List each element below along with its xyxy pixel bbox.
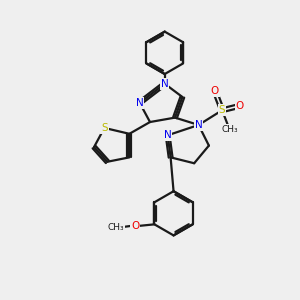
Text: CH₃: CH₃ [108, 223, 124, 232]
Text: N: N [161, 79, 169, 89]
Text: O: O [211, 86, 219, 96]
Text: CH₃: CH₃ [221, 125, 238, 134]
Text: O: O [236, 101, 244, 111]
Text: S: S [101, 123, 108, 133]
Text: N: N [136, 98, 144, 108]
Text: O: O [131, 221, 140, 231]
Text: S: S [219, 105, 226, 115]
Text: N: N [164, 130, 172, 140]
Text: N: N [195, 120, 203, 130]
